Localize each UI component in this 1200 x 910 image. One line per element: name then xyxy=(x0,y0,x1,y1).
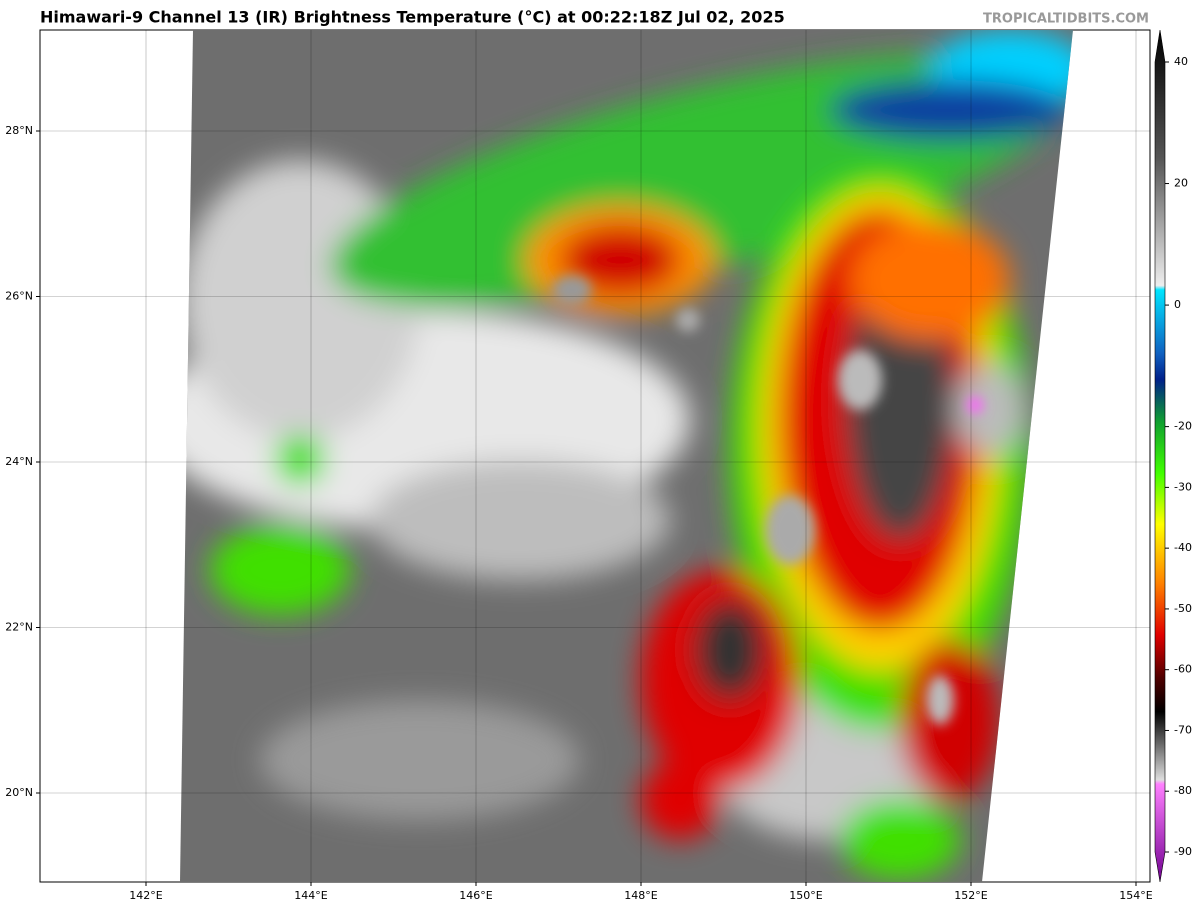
map-title: Himawari-9 Channel 13 (IR) Brightness Te… xyxy=(40,8,785,27)
lat-tick-label: 22°N xyxy=(5,621,33,634)
lon-tick-label: 152°E xyxy=(954,889,987,902)
colorbar-tick-label: 40 xyxy=(1174,55,1188,68)
colorbar-tick-label: -20 xyxy=(1174,420,1192,433)
colorbar-tick-label: -50 xyxy=(1174,602,1192,615)
graticule xyxy=(40,30,1150,882)
colorbar xyxy=(1154,29,1166,883)
colorbar-tick-label: -90 xyxy=(1174,845,1192,858)
colorbar-tick-label: -40 xyxy=(1174,541,1192,554)
lat-tick-label: 28°N xyxy=(5,124,33,137)
colorbar-tick-label: 0 xyxy=(1174,298,1181,311)
colorbar-tick-label: -70 xyxy=(1174,723,1192,736)
lon-tick-label: 144°E xyxy=(294,889,327,902)
site-credit: TROPICALTIDBITS.COM xyxy=(983,12,1149,27)
lon-tick-label: 150°E xyxy=(789,889,822,902)
colorbar-tick-label: 20 xyxy=(1174,177,1188,190)
lon-tick-label: 154°E xyxy=(1119,889,1152,902)
lon-tick-label: 146°E xyxy=(459,889,492,902)
lat-tick-label: 20°N xyxy=(5,786,33,799)
lat-tick-label: 24°N xyxy=(5,455,33,468)
colorbar-tick-label: -60 xyxy=(1174,663,1192,676)
satellite-image xyxy=(180,30,1073,882)
colorbar-tick-label: -30 xyxy=(1174,480,1192,493)
lon-tick-label: 142°E xyxy=(129,889,162,902)
lon-tick-label: 148°E xyxy=(624,889,657,902)
colorbar-tick-label: -80 xyxy=(1174,784,1192,797)
lat-tick-label: 26°N xyxy=(5,290,33,303)
